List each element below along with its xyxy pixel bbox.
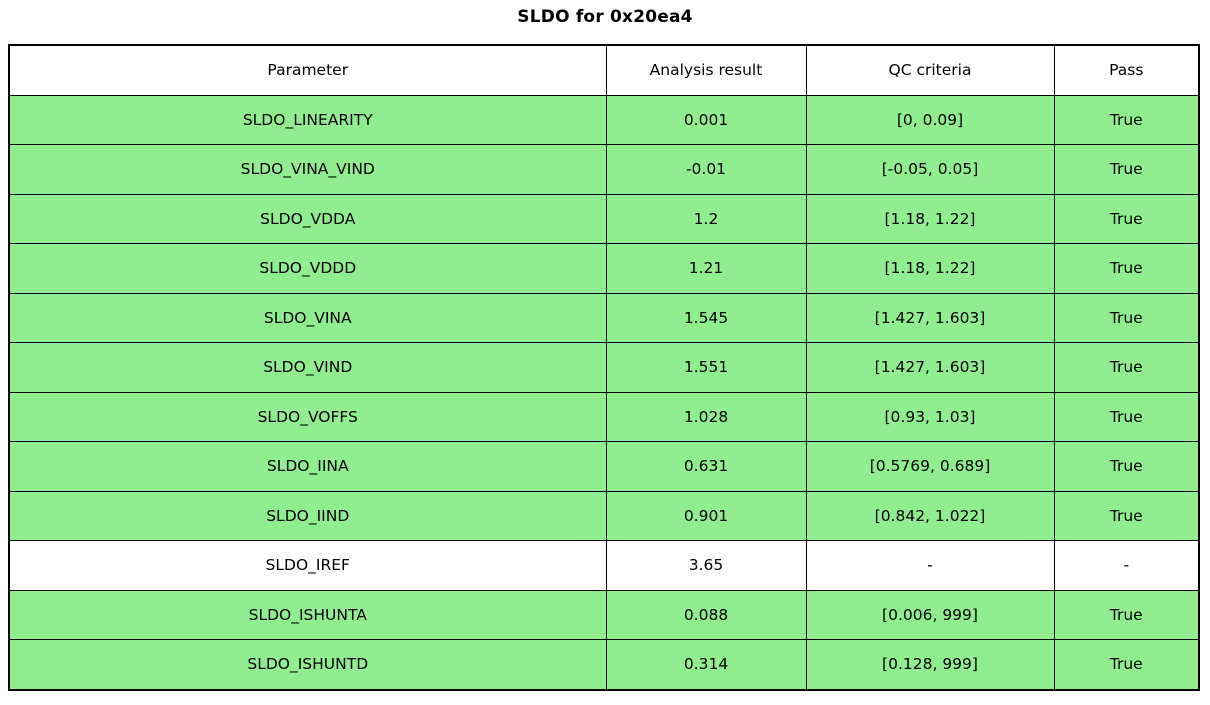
cell-analysis-result: 0.631 <box>605 441 807 492</box>
col-header-analysis-result: Analysis result <box>605 44 807 96</box>
table-body: SLDO_LINEARITY 0.001 [0, 0.09] True SLDO_VIN… <box>8 94 1200 690</box>
table-row: SLDO_VOFFS 1.028 [0.93, 1.03] True <box>8 391 1200 442</box>
cell-qc-criteria: [1.427, 1.603] <box>805 342 1055 393</box>
cell-parameter: SLDO_ISHUNTD <box>8 639 607 690</box>
cell-analysis-result: 1.551 <box>605 342 807 393</box>
cell-pass: True <box>1053 94 1200 145</box>
cell-pass: True <box>1053 144 1200 195</box>
cell-analysis-result: 1.545 <box>605 292 807 343</box>
cell-pass: True <box>1053 243 1200 294</box>
cell-pass: True <box>1053 391 1200 442</box>
cell-parameter: SLDO_LINEARITY <box>8 94 607 145</box>
col-header-pass: Pass <box>1053 44 1200 96</box>
cell-analysis-result: 0.901 <box>605 490 807 541</box>
table-row: SLDO_IINA 0.631 [0.5769, 0.689] True <box>8 441 1200 492</box>
table-row: SLDO_ISHUNTA 0.088 [0.006, 999] True <box>8 589 1200 640</box>
table-row: SLDO_IIND 0.901 [0.842, 1.022] True <box>8 490 1200 541</box>
table-row: SLDO_VINA_VIND -0.01 [-0.05, 0.05] True <box>8 144 1200 195</box>
col-header-parameter: Parameter <box>8 44 607 96</box>
cell-parameter: SLDO_ISHUNTA <box>8 589 607 640</box>
cell-qc-criteria: [0.128, 999] <box>805 639 1055 690</box>
cell-analysis-result: 0.314 <box>605 639 807 690</box>
table-row: SLDO_VIND 1.551 [1.427, 1.603] True <box>8 342 1200 393</box>
cell-pass: True <box>1053 639 1200 690</box>
table-row: SLDO_VINA 1.545 [1.427, 1.603] True <box>8 292 1200 343</box>
table-row: SLDO_IREF 3.65- - <box>8 540 1200 591</box>
header-row: Parameter Analysis result QC criteria Pa… <box>8 44 1200 96</box>
cell-pass: - <box>1053 540 1200 591</box>
table-row: SLDO_VDDD 1.21 [1.18, 1.22] True <box>8 243 1200 294</box>
table-row: SLDO_ISHUNTD 0.314 [0.128, 999] True <box>8 639 1200 690</box>
table-row: SLDO_VDDA 1.2 [1.18, 1.22] True <box>8 193 1200 244</box>
cell-parameter: SLDO_VOFFS <box>8 391 607 442</box>
cell-qc-criteria: [-0.05, 0.05] <box>805 144 1055 195</box>
cell-pass: True <box>1053 292 1200 343</box>
cell-parameter: SLDO_VDDD <box>8 243 607 294</box>
cell-qc-criteria: [1.18, 1.22] <box>805 243 1055 294</box>
cell-parameter: SLDO_VINA_VIND <box>8 144 607 195</box>
col-header-qc-criteria: QC criteria <box>805 44 1055 96</box>
cell-qc-criteria: - <box>805 540 1055 591</box>
cell-pass: True <box>1053 589 1200 640</box>
cell-qc-criteria: [1.427, 1.603] <box>805 292 1055 343</box>
table-row: SLDO_LINEARITY 0.001 [0, 0.09] True <box>8 94 1200 145</box>
figure-title: SLDO for 0x20ea4 <box>517 7 693 27</box>
cell-parameter: SLDO_VDDA <box>8 193 607 244</box>
cell-qc-criteria: [0.006, 999] <box>805 589 1055 640</box>
cell-pass: True <box>1053 490 1200 541</box>
cell-qc-criteria: [0.93, 1.03] <box>805 391 1055 442</box>
cell-qc-criteria: [0, 0.09] <box>805 94 1055 145</box>
cell-pass: True <box>1053 342 1200 393</box>
cell-pass: True <box>1053 441 1200 492</box>
cell-parameter: SLDO_IIND <box>8 490 607 541</box>
cell-parameter: SLDO_IREF <box>8 540 607 591</box>
cell-analysis-result: -0.01 <box>605 144 807 195</box>
cell-analysis-result: 3.65 <box>605 540 807 591</box>
cell-qc-criteria: [0.842, 1.022] <box>805 490 1055 541</box>
cell-analysis-result: 1.028 <box>605 391 807 442</box>
cell-analysis-result: 1.21 <box>605 243 807 294</box>
cell-qc-criteria: [1.18, 1.22] <box>805 193 1055 244</box>
cell-pass: True <box>1053 193 1200 244</box>
cell-qc-criteria: [0.5769, 0.689] <box>805 441 1055 492</box>
cell-parameter: SLDO_VINA <box>8 292 607 343</box>
cell-analysis-result: 1.2 <box>605 193 807 244</box>
cell-parameter: SLDO_VIND <box>8 342 607 393</box>
cell-parameter: SLDO_IINA <box>8 441 607 492</box>
cell-analysis-result: 0.088 <box>605 589 807 640</box>
qc-results-table: Parameter Analysis result QC criteria Pa… <box>8 44 1200 691</box>
cell-analysis-result: 0.001 <box>605 94 807 145</box>
